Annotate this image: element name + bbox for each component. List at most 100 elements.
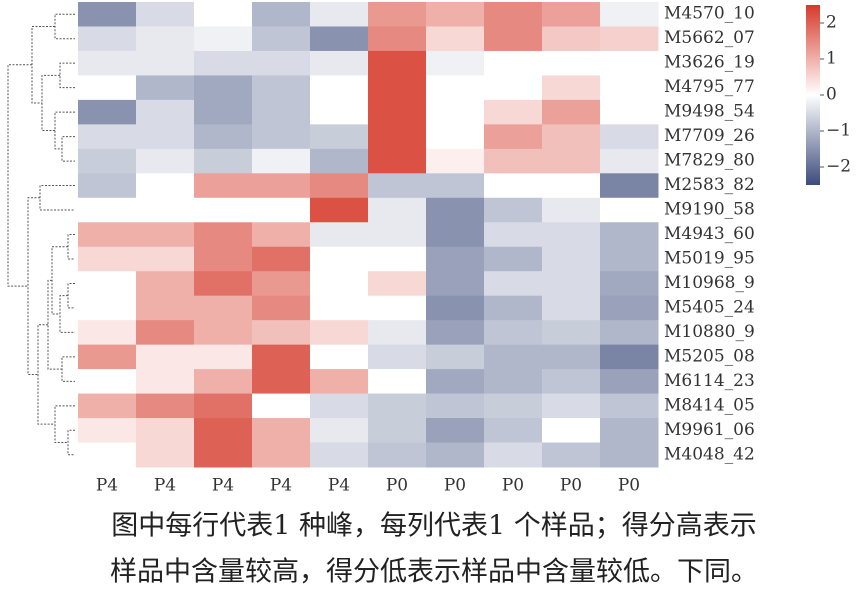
heat-cell (136, 246, 195, 272)
heat-cell (426, 344, 485, 370)
row-label: M4570_10 (664, 4, 755, 24)
heat-cell (484, 99, 543, 125)
heat-cell (600, 271, 659, 297)
heat-cell (194, 442, 253, 468)
column-label: P0 (618, 476, 640, 496)
heat-cell (542, 148, 601, 174)
heat-cell (368, 393, 427, 419)
row-label: M3626_19 (664, 53, 755, 73)
heat-cell (542, 320, 601, 346)
dendrogram-branch (54, 13, 75, 40)
dendrogram-branch (7, 64, 32, 287)
heat-cell (426, 246, 485, 272)
heat-cell (252, 393, 311, 419)
heat-cell (542, 99, 601, 125)
heat-cell (136, 295, 195, 321)
heat-cell (542, 173, 601, 199)
heat-cell (136, 418, 195, 444)
colorbar-tick-label: 0 (826, 85, 837, 105)
caption-line: 样品中含量较高，得分低表示样品中含量较低。下同。 (110, 557, 758, 588)
heat-cell (368, 320, 427, 346)
heat-cell (252, 295, 311, 321)
heat-cell (136, 197, 195, 223)
heat-cell (78, 393, 137, 419)
heat-cell (542, 2, 601, 27)
heat-cell (426, 26, 485, 52)
heat-cell (600, 320, 659, 346)
heat-cell (310, 344, 369, 370)
heat-cell (310, 320, 369, 346)
heat-cell (136, 320, 195, 346)
row-label: M7709_26 (664, 126, 755, 146)
row-label: M9190_58 (664, 200, 755, 220)
row-label: M4048_42 (664, 444, 755, 464)
heat-cell (194, 222, 253, 248)
heat-cell (484, 124, 543, 150)
heat-cell (368, 369, 427, 395)
heat-cell (310, 442, 369, 468)
heat-cell (600, 418, 659, 444)
heat-cell (600, 26, 659, 52)
heat-cell (194, 393, 253, 419)
heat-cell (78, 173, 137, 199)
heat-cell (426, 173, 485, 199)
heat-cell (600, 222, 659, 248)
heat-cell (426, 222, 485, 248)
heat-cell (252, 124, 311, 150)
dendrogram-branch (51, 246, 68, 315)
heat-cell (252, 197, 311, 223)
heat-cell (542, 344, 601, 370)
heat-cell (252, 418, 311, 444)
heat-cell (252, 2, 311, 27)
heat-cell (426, 99, 485, 125)
heat-cell (194, 344, 253, 370)
heat-cell (194, 173, 253, 199)
heat-cell (426, 148, 485, 174)
row-label: M6114_23 (664, 371, 755, 391)
heat-cell (484, 197, 543, 223)
heat-cell (542, 271, 601, 297)
heat-cell (542, 393, 601, 419)
heat-cell (252, 246, 311, 272)
heat-cell (252, 222, 311, 248)
heat-cell (542, 75, 601, 101)
dendrogram-branch (37, 324, 55, 425)
row-label: M10968_9 (664, 273, 755, 293)
heat-cell (426, 197, 485, 223)
heat-cell (600, 295, 659, 321)
heat-cell (136, 26, 195, 52)
column-label: P4 (154, 476, 176, 496)
row-label: M4795_77 (664, 77, 755, 97)
heat-cell (78, 124, 137, 150)
heat-cell (78, 246, 137, 272)
heat-cell (194, 369, 253, 395)
heat-cell (542, 295, 601, 321)
heat-cell (426, 75, 485, 101)
heat-cell (542, 418, 601, 444)
column-label: P0 (502, 476, 524, 496)
dendrogram-branch (39, 185, 75, 211)
heat-cell (542, 124, 601, 150)
heat-cell (136, 442, 195, 468)
heat-cell (136, 124, 195, 150)
heat-cell (368, 26, 427, 52)
heat-cell (484, 50, 543, 76)
heat-cell (194, 295, 253, 321)
heat-cell (136, 271, 195, 297)
heat-cell (310, 99, 369, 125)
caption-line: 图中每行代表1 种峰，每列代表1 个样品；得分高表示 (111, 511, 757, 542)
heat-cell (78, 26, 137, 52)
heat-cell (484, 442, 543, 468)
heat-cell (368, 246, 427, 272)
heat-cell (310, 75, 369, 101)
heat-cell (600, 124, 659, 150)
heat-cell (484, 26, 543, 52)
heat-cell (194, 418, 253, 444)
heat-cell (484, 222, 543, 248)
heat-cell (136, 50, 195, 76)
heat-cell (310, 50, 369, 76)
heat-cell (78, 50, 137, 76)
heat-cell (426, 442, 485, 468)
heat-cell (252, 442, 311, 468)
